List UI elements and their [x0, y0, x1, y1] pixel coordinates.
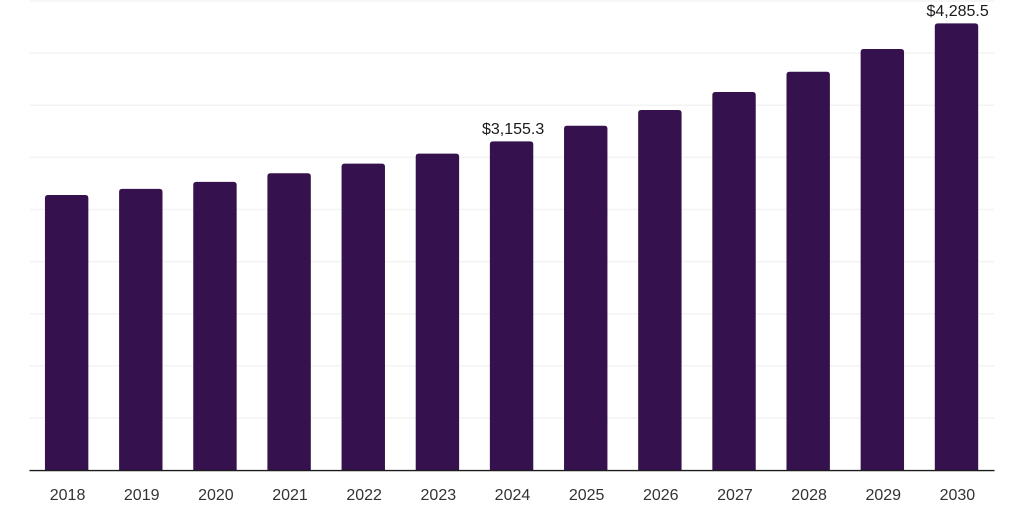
svg-text:$3,155.3: $3,155.3	[482, 121, 544, 138]
svg-text:2023: 2023	[421, 487, 457, 504]
svg-text:2027: 2027	[717, 487, 753, 504]
svg-text:2030: 2030	[940, 487, 976, 504]
svg-text:2021: 2021	[272, 487, 308, 504]
svg-text:2029: 2029	[865, 487, 901, 504]
svg-text:2028: 2028	[791, 487, 827, 504]
svg-text:2024: 2024	[495, 487, 531, 504]
svg-text:2018: 2018	[50, 487, 86, 504]
svg-text:2022: 2022	[346, 487, 382, 504]
svg-text:$4,285.5: $4,285.5	[926, 3, 988, 20]
svg-text:2019: 2019	[124, 487, 160, 504]
svg-text:2025: 2025	[569, 487, 605, 504]
svg-text:2020: 2020	[198, 487, 234, 504]
svg-text:2026: 2026	[643, 487, 679, 504]
